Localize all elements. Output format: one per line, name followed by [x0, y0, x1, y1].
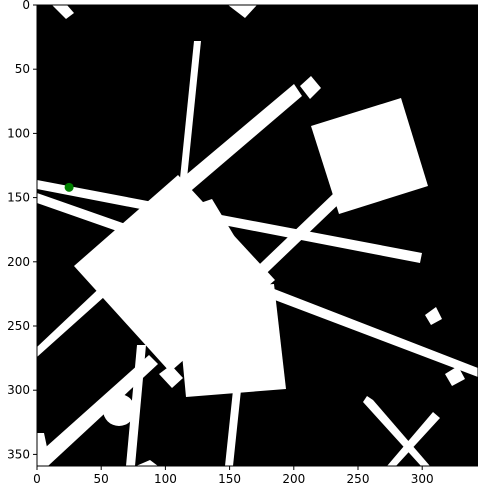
- obstacle-beam-bottom-left-diagonal: [37, 355, 158, 466]
- obstacle-beam-lower-right: [230, 273, 478, 377]
- x-tick-label: 50: [94, 472, 109, 486]
- obstacle-x-beam-a: [363, 396, 430, 466]
- y-tick-label: 100: [7, 126, 30, 140]
- y-tick-label: 350: [7, 447, 30, 461]
- plot-frame: [36, 4, 478, 467]
- x-tick-label: 100: [154, 472, 177, 486]
- green-point-marker: [64, 182, 74, 192]
- obstacle-small-square-right: [425, 307, 442, 325]
- obstacle-beam-top-horizontal: [37, 180, 422, 263]
- y-axis-ticks: 0 50 100 150 200 250 300 350: [7, 0, 37, 461]
- x-tick-label: 250: [347, 472, 370, 486]
- y-tick-label: 200: [7, 255, 30, 269]
- y-tick-label: 250: [7, 319, 30, 333]
- obstacle-beam-upper-right-diagonal: [162, 84, 302, 207]
- y-tick-label: 300: [7, 383, 30, 397]
- x-tick-label: 150: [218, 472, 241, 486]
- obstacle-top-left-fragment: [52, 5, 74, 19]
- x-axis-ticks: 0 50 100 150 200 250 300: [33, 466, 434, 486]
- obstacle-rod-bottom-center: [126, 345, 146, 466]
- obstacle-beam-mid-right-diagonal: [240, 193, 342, 291]
- x-tick-label: 300: [411, 472, 434, 486]
- x-tick-label: 0: [33, 472, 41, 486]
- obstacle-central-lower-block: [176, 284, 286, 397]
- x-tick-label: 200: [282, 472, 305, 486]
- y-tick-label: 50: [15, 62, 30, 76]
- obstacle-small-square-center-bottom: [159, 365, 183, 388]
- obstacle-top-center-fragment: [228, 5, 257, 18]
- obstacle-rod-bottom-right: [225, 390, 241, 466]
- obstacle-small-square-lower-right: [445, 366, 465, 386]
- obstacle-beam-vertical-upper: [177, 41, 201, 208]
- obstacle-right-square: [311, 98, 428, 214]
- occupancy-map-image: [37, 5, 478, 466]
- axes: [36, 4, 478, 467]
- obstacle-round-blob: [103, 394, 135, 426]
- obstacle-bottom-bump: [136, 460, 158, 466]
- y-tick-label: 0: [22, 0, 30, 12]
- obstacle-x-beam-b: [387, 412, 440, 466]
- map-obstacles: [37, 5, 478, 466]
- obstacle-left-edge-bump: [37, 433, 48, 455]
- y-tick-label: 150: [7, 191, 30, 205]
- obstacle-central-upper-block: [168, 199, 256, 300]
- marker-layer: [64, 182, 74, 192]
- obstacle-small-square-top: [300, 76, 321, 99]
